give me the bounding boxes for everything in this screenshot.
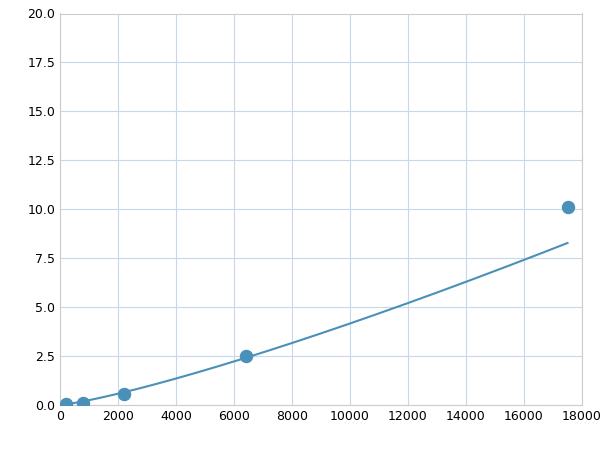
Point [119, 391, 128, 398]
Point [61, 400, 71, 408]
Point [563, 204, 572, 211]
Point [79, 399, 88, 406]
Point [241, 352, 250, 360]
